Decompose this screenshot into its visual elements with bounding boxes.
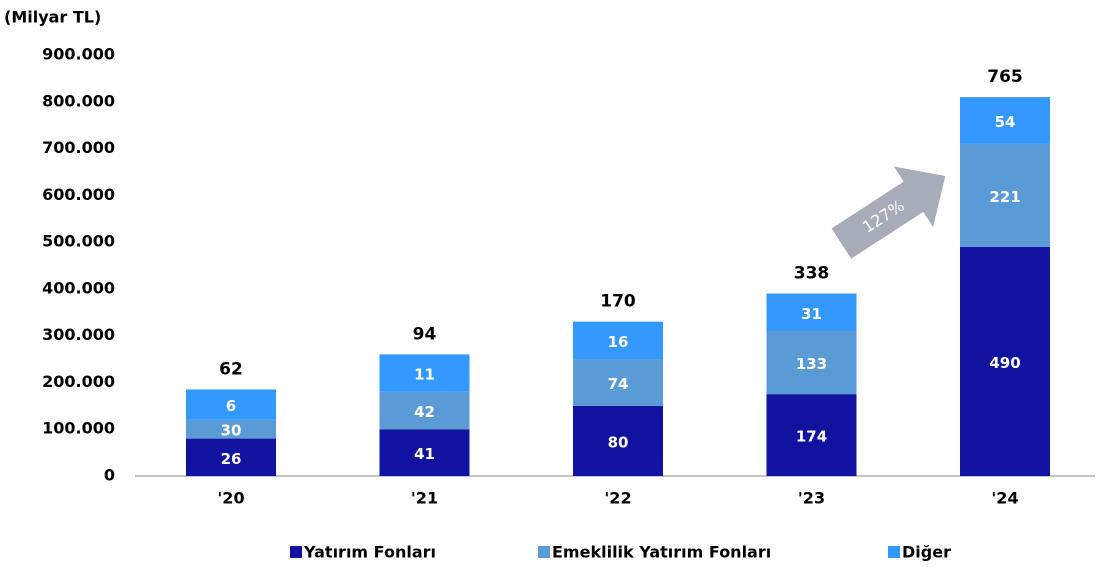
y-tick-label: 900.000	[42, 45, 115, 64]
segment-label: 221	[989, 188, 1020, 206]
y-tick-label: 800.000	[42, 91, 115, 110]
legend-label: Yatırım Fonları	[303, 543, 436, 562]
bar-segment	[379, 391, 470, 430]
total-label: 94	[413, 324, 437, 344]
bar-segment	[766, 330, 857, 395]
segment-label: 133	[796, 355, 827, 373]
segment-label: 42	[414, 403, 435, 421]
bar-segment	[960, 97, 1050, 144]
bar-segment	[379, 354, 470, 392]
legend-swatch	[538, 546, 550, 558]
segment-label: 11	[414, 366, 435, 384]
segment-label: 41	[414, 445, 435, 463]
segment-label: 490	[989, 354, 1020, 372]
total-label: 170	[600, 292, 636, 312]
arrow-shape	[831, 166, 946, 259]
bar-segment	[186, 438, 276, 476]
legend-swatch	[290, 546, 302, 558]
bar-segment	[186, 389, 276, 420]
x-tick-label: '21	[411, 489, 438, 508]
growth-arrow: 127%	[831, 166, 946, 259]
legend-label: Diğer	[902, 543, 951, 562]
total-label: 338	[794, 264, 830, 284]
legend-label: Emeklilik Yatırım Fonları	[552, 543, 771, 562]
segment-label: 6	[226, 397, 236, 415]
segment-label: 80	[608, 433, 629, 451]
segment-label: 16	[608, 333, 629, 351]
legend-swatch	[888, 546, 900, 558]
legend-item: Yatırım Fonları	[290, 543, 436, 562]
legend-item: Diğer	[888, 543, 951, 562]
y-tick-label: 100.000	[42, 419, 115, 438]
total-label: 765	[987, 67, 1023, 87]
bar-segment	[379, 429, 470, 476]
segment-label: 31	[801, 305, 822, 323]
x-tick-label: '20	[217, 489, 244, 508]
bar-segment	[573, 405, 663, 476]
y-tick-label: 0	[104, 466, 115, 485]
legend-item: Emeklilik Yatırım Fonları	[538, 543, 771, 562]
x-tick-label: '23	[798, 489, 825, 508]
total-label: 62	[219, 359, 243, 379]
bar-segment	[960, 246, 1050, 476]
x-tick-label: '24	[991, 489, 1018, 508]
y-tick-label: 300.000	[42, 325, 115, 344]
bar-segment	[186, 419, 276, 439]
y-tick-label: 200.000	[42, 372, 115, 391]
y-tick-label: 600.000	[42, 185, 115, 204]
bar-segment	[960, 143, 1050, 247]
bar-segment	[766, 293, 857, 331]
y-tick-label: 700.000	[42, 138, 115, 157]
y-tick-label: 500.000	[42, 232, 115, 251]
segment-label: 30	[221, 422, 242, 440]
y-tick-label: 400.000	[42, 278, 115, 297]
bar-segment	[573, 359, 663, 406]
segment-label: 74	[608, 375, 629, 393]
x-tick-label: '22	[604, 489, 631, 508]
axis-unit-label: (Milyar TL)	[4, 8, 101, 27]
bar-segment	[573, 321, 663, 360]
bar-segment	[766, 394, 857, 476]
segment-label: 174	[796, 428, 827, 446]
segment-label: 26	[221, 450, 242, 468]
segment-label: 54	[995, 113, 1016, 131]
